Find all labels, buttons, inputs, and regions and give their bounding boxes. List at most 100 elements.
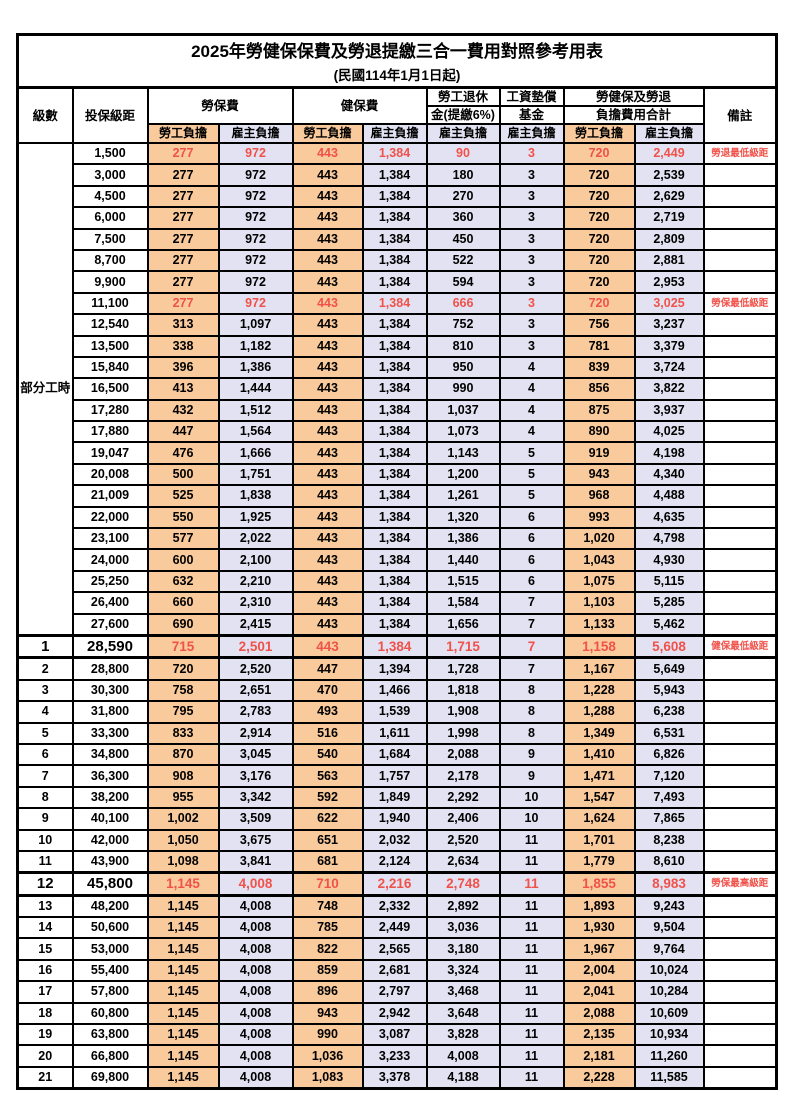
total-employer-cell: 10,284 [633, 980, 705, 1004]
health-employee-cell: 443 [291, 398, 364, 423]
pension-employer-cell: 90 [425, 141, 501, 166]
remark-cell [702, 612, 778, 637]
pension-employer-cell: 2,292 [425, 785, 501, 810]
col-header-total-line1: 勞健保及勞退 [562, 86, 705, 107]
subheader-wagefund-employer: 雇主負擔 [498, 123, 565, 144]
health-employer-cell: 3,378 [361, 1065, 428, 1090]
col-header-bracket: 投保級距 [71, 86, 149, 144]
table-row: 4 31,800 795 2,783 493 1,539 1,908 8 1,288 6,238 [16, 700, 778, 724]
health-employee-cell: 443 [291, 163, 364, 187]
health-employer-cell: 1,384 [361, 206, 428, 230]
labor-employer-cell: 2,914 [217, 721, 294, 745]
total-employee-cell: 1,075 [562, 569, 636, 594]
table-row: 9,900 277 972 443 1,384 594 3 720 2,953 [18, 270, 778, 294]
health-employee-cell: 443 [291, 633, 364, 660]
wagefund-employer-cell: 11 [498, 1065, 565, 1090]
title-block: 2025年勞健保保費及勞退提繳三合一費用對照參考用表 (民國114年1月1日起) [16, 33, 778, 89]
total-employer-cell: 11,260 [633, 1044, 705, 1068]
labor-employee-cell: 396 [146, 355, 220, 380]
total-employee-cell: 1,779 [562, 849, 636, 874]
table-row: 6 34,800 870 3,045 540 1,684 2,088 9 1,410 6,826 [16, 742, 778, 767]
table-row: 7 36,300 908 3,176 563 1,757 2,178 9 1,471 7,120 [16, 764, 778, 788]
remark-cell [702, 785, 778, 810]
health-employer-cell: 1,849 [361, 785, 428, 810]
health-employer-cell: 1,611 [361, 721, 428, 745]
bracket-cell: 8,700 [71, 248, 149, 273]
col-header-total-line2: 負擔費用合計 [562, 105, 705, 125]
labor-employer-cell: 4,008 [217, 894, 294, 919]
remark-cell [702, 355, 778, 380]
pension-employer-cell: 594 [425, 270, 501, 294]
level-cell: 16 [16, 958, 74, 983]
wagefund-employer-cell: 7 [498, 656, 565, 681]
health-employer-cell: 1,384 [361, 398, 428, 423]
bracket-cell: 20,008 [71, 462, 149, 487]
labor-employer-cell: 972 [217, 291, 294, 316]
pension-employer-cell: 1,386 [425, 527, 501, 551]
health-employer-cell: 1,384 [361, 569, 428, 594]
remark-cell [702, 313, 778, 337]
total-employer-cell: 9,243 [633, 894, 705, 919]
labor-employer-cell: 1,386 [217, 355, 294, 380]
wagefund-employer-cell: 3 [498, 248, 565, 273]
total-employer-cell: 7,865 [633, 807, 705, 831]
pension-employer-cell: 950 [425, 355, 501, 380]
health-employee-cell: 516 [291, 721, 364, 745]
health-employer-cell: 2,216 [361, 871, 428, 897]
table-row: 4,500 277 972 443 1,384 270 3 720 2,629 [18, 184, 778, 209]
health-employee-cell: 943 [291, 1001, 364, 1026]
labor-employer-cell: 972 [217, 270, 294, 294]
table-row: 7,500 277 972 443 1,384 450 3 720 2,809 [18, 227, 778, 251]
total-employer-cell: 3,724 [633, 355, 705, 380]
total-employer-cell: 3,379 [633, 334, 705, 358]
total-employee-cell: 968 [562, 484, 636, 508]
col-header-wagefund-line2: 基金 [498, 105, 565, 125]
bracket-cell: 15,840 [71, 355, 149, 380]
labor-employee-cell: 500 [146, 462, 220, 487]
wagefund-employer-cell: 3 [498, 206, 565, 230]
remark-cell [702, 420, 778, 444]
bracket-cell: 17,880 [71, 420, 149, 444]
total-employee-cell: 720 [562, 141, 636, 166]
bracket-cell: 57,800 [71, 980, 149, 1004]
remark-cell [702, 700, 778, 724]
bracket-cell: 43,900 [71, 849, 149, 874]
health-employee-cell: 592 [291, 785, 364, 810]
wagefund-employer-cell: 11 [498, 1022, 565, 1047]
labor-employer-cell: 972 [217, 206, 294, 230]
labor-employer-cell: 4,008 [217, 1044, 294, 1068]
health-employee-cell: 443 [291, 141, 364, 166]
labor-employer-cell: 3,176 [217, 764, 294, 788]
total-employer-cell: 8,610 [633, 849, 705, 874]
remark-cell [702, 334, 778, 358]
total-employer-cell: 4,635 [633, 505, 705, 530]
total-employee-cell: 720 [562, 291, 636, 316]
bracket-cell: 16,500 [71, 377, 149, 401]
total-employee-cell: 720 [562, 248, 636, 273]
table-row: 13 48,200 1,145 4,008 748 2,332 2,892 11 1,893 9,… [16, 894, 778, 919]
total-employee-cell: 720 [562, 270, 636, 294]
bracket-cell: 36,300 [71, 764, 149, 788]
pension-employer-cell: 1,320 [425, 505, 501, 530]
total-employee-cell: 1,349 [562, 721, 636, 745]
labor-employer-cell: 4,008 [217, 980, 294, 1004]
total-employer-cell: 5,649 [633, 656, 705, 681]
wagefund-employer-cell: 3 [498, 184, 565, 209]
labor-employee-cell: 277 [146, 270, 220, 294]
total-employer-cell: 2,539 [633, 163, 705, 187]
total-employee-cell: 1,133 [562, 612, 636, 637]
table-row: 13,500 338 1,182 443 1,384 810 3 781 3,379 [18, 334, 778, 358]
bracket-cell: 53,000 [71, 937, 149, 961]
labor-employer-cell: 4,008 [217, 937, 294, 961]
col-header-health-insurance: 健保費 [291, 86, 428, 125]
remark-cell [702, 227, 778, 251]
remark-cell [702, 1001, 778, 1026]
bracket-cell: 19,047 [71, 441, 149, 465]
remark-cell: 勞保最低級距 [702, 291, 778, 316]
table-row: 27,600 690 2,415 443 1,384 1,656 7 1,133 5,462 [18, 612, 778, 637]
level-cell: 10 [16, 828, 74, 852]
labor-employee-cell: 277 [146, 227, 220, 251]
health-employer-cell: 1,384 [361, 548, 428, 572]
labor-employee-cell: 313 [146, 313, 220, 337]
wagefund-employer-cell: 8 [498, 678, 565, 703]
